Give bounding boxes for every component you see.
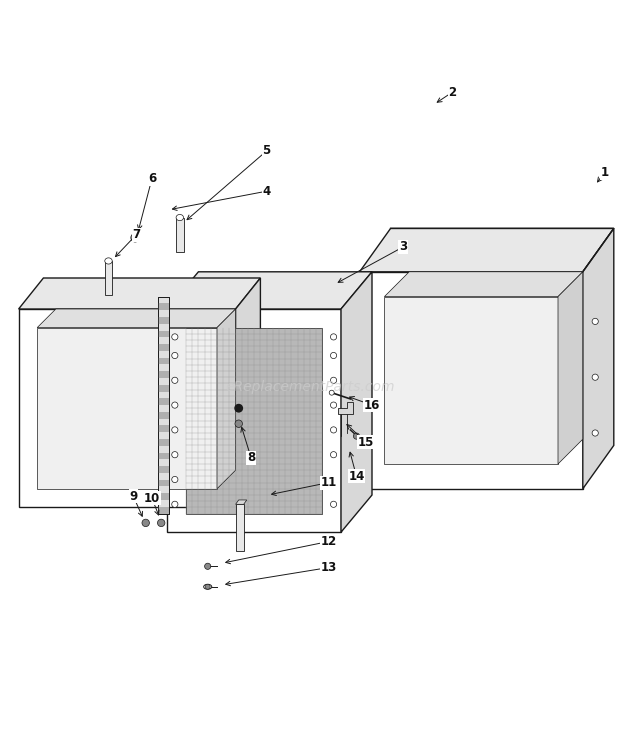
Text: 13: 13	[321, 561, 337, 574]
Circle shape	[205, 563, 211, 569]
Circle shape	[172, 352, 178, 358]
Polygon shape	[158, 412, 169, 418]
Polygon shape	[158, 453, 169, 459]
Circle shape	[172, 402, 178, 408]
Polygon shape	[158, 507, 169, 513]
Polygon shape	[384, 297, 558, 464]
Polygon shape	[158, 303, 169, 310]
Text: 15: 15	[358, 436, 374, 449]
Polygon shape	[236, 500, 247, 505]
Polygon shape	[158, 439, 169, 446]
Circle shape	[353, 433, 360, 439]
Ellipse shape	[105, 258, 112, 264]
Bar	[158, 297, 169, 513]
Polygon shape	[19, 278, 260, 309]
Circle shape	[235, 420, 242, 427]
Circle shape	[172, 334, 178, 340]
Polygon shape	[158, 297, 169, 513]
Polygon shape	[158, 466, 169, 473]
Polygon shape	[167, 272, 372, 309]
Polygon shape	[176, 217, 184, 252]
Circle shape	[330, 427, 337, 433]
Polygon shape	[158, 344, 169, 351]
Polygon shape	[158, 330, 169, 338]
Polygon shape	[341, 272, 372, 532]
Circle shape	[330, 452, 337, 458]
Ellipse shape	[203, 584, 212, 589]
Circle shape	[235, 404, 242, 412]
Text: 4: 4	[262, 185, 271, 197]
Polygon shape	[158, 493, 169, 500]
Ellipse shape	[176, 214, 184, 220]
Text: 9: 9	[129, 490, 138, 503]
Polygon shape	[167, 309, 341, 532]
Polygon shape	[236, 278, 260, 508]
Polygon shape	[186, 328, 322, 513]
Circle shape	[330, 334, 337, 340]
Circle shape	[330, 377, 337, 384]
Polygon shape	[217, 309, 236, 489]
Polygon shape	[158, 425, 169, 433]
Polygon shape	[158, 479, 169, 487]
Text: 16: 16	[364, 398, 380, 412]
Polygon shape	[105, 261, 112, 295]
Polygon shape	[158, 358, 169, 364]
Circle shape	[329, 390, 334, 395]
Circle shape	[330, 501, 337, 508]
Text: 2: 2	[448, 85, 457, 99]
Circle shape	[142, 519, 149, 527]
Circle shape	[330, 476, 337, 482]
Text: eReplacementParts.com: eReplacementParts.com	[225, 379, 395, 393]
Circle shape	[172, 427, 178, 433]
Polygon shape	[558, 272, 583, 464]
Circle shape	[205, 584, 210, 589]
Circle shape	[592, 318, 598, 324]
Text: 8: 8	[247, 451, 255, 464]
Circle shape	[330, 352, 337, 358]
Polygon shape	[37, 309, 236, 328]
Polygon shape	[158, 317, 169, 324]
Text: 5: 5	[262, 145, 271, 157]
Polygon shape	[384, 272, 583, 297]
Text: 3: 3	[399, 240, 407, 254]
Circle shape	[172, 377, 178, 384]
Text: 6: 6	[148, 172, 156, 186]
Circle shape	[592, 374, 598, 381]
Circle shape	[330, 402, 337, 408]
Circle shape	[172, 501, 178, 508]
Polygon shape	[158, 371, 169, 378]
Text: 7: 7	[132, 228, 141, 241]
Circle shape	[157, 519, 165, 527]
Circle shape	[592, 430, 598, 436]
Circle shape	[172, 476, 178, 482]
Polygon shape	[19, 309, 236, 508]
Polygon shape	[236, 505, 244, 551]
Text: 1: 1	[600, 166, 609, 179]
Polygon shape	[37, 328, 217, 489]
Polygon shape	[360, 272, 583, 489]
Polygon shape	[158, 398, 169, 405]
Polygon shape	[158, 385, 169, 392]
Polygon shape	[360, 229, 614, 272]
Text: 12: 12	[321, 535, 337, 548]
Polygon shape	[583, 229, 614, 489]
Circle shape	[172, 452, 178, 458]
Text: 11: 11	[321, 476, 337, 489]
Text: 14: 14	[348, 470, 365, 483]
Circle shape	[131, 234, 140, 242]
Polygon shape	[338, 402, 353, 414]
Text: 10: 10	[144, 492, 160, 505]
